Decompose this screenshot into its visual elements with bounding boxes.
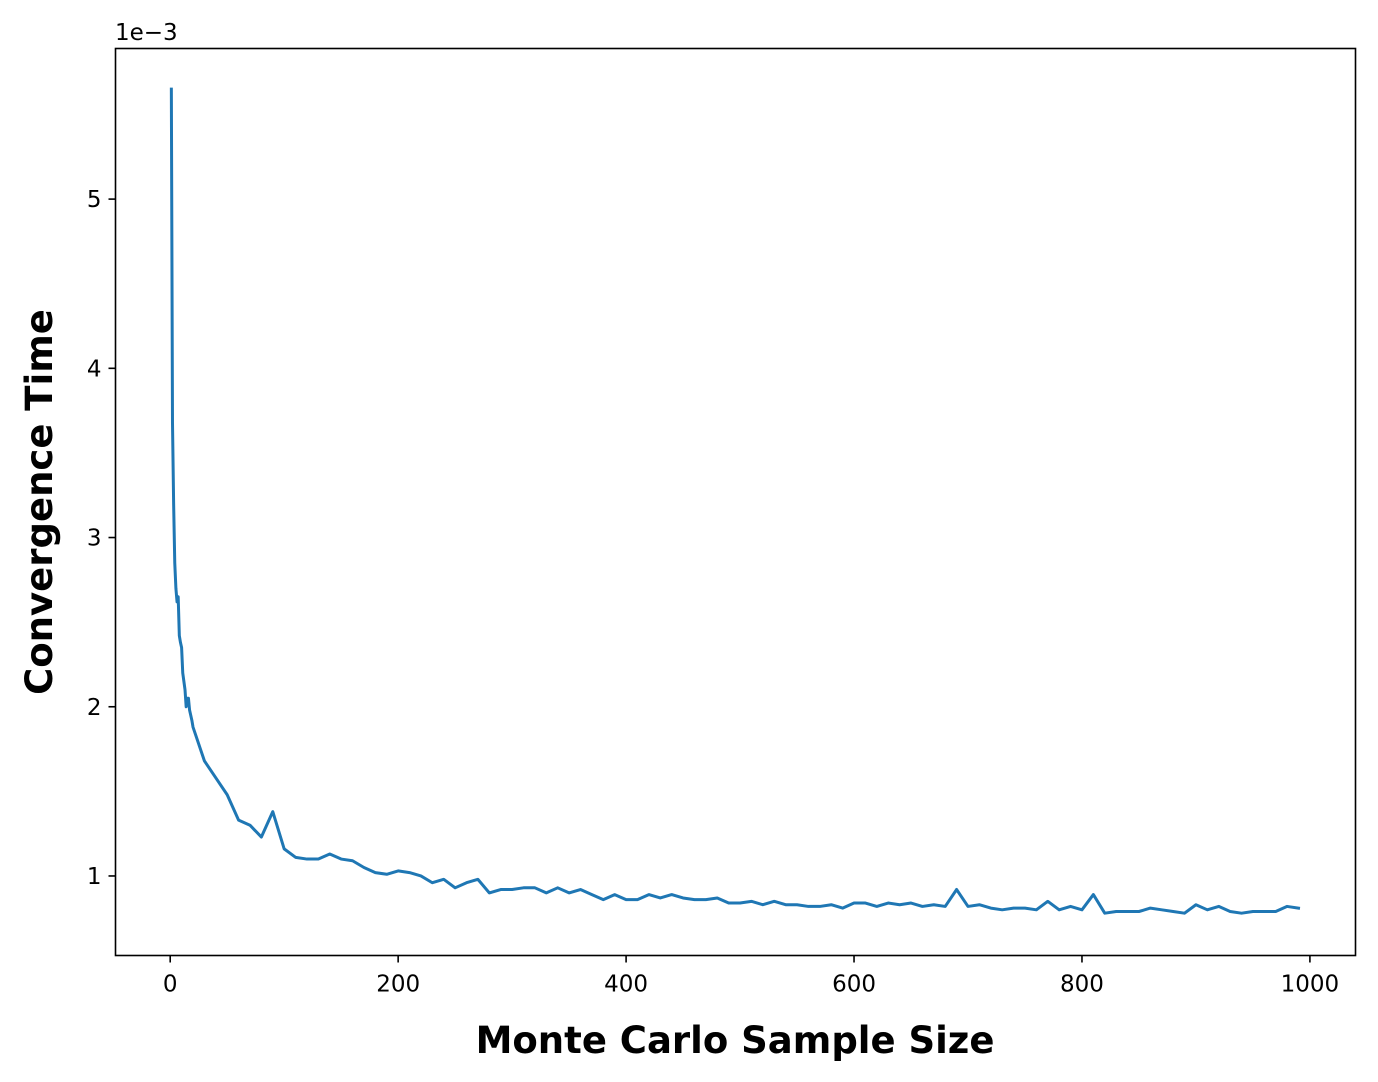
x-tick-label: 600: [832, 972, 876, 998]
x-tick-label: 800: [1060, 972, 1104, 998]
y-tick-label: 3: [87, 526, 102, 552]
y-tick-label: 1: [87, 864, 102, 890]
y-tick-label: 5: [87, 187, 102, 213]
y-tick-label: 2: [87, 695, 102, 721]
series-line: [169, 87, 1301, 915]
x-tick-label: 400: [604, 972, 648, 998]
x-tick-label: 0: [163, 972, 178, 998]
series-layer: [169, 87, 1301, 915]
plot-frame: [114, 47, 1357, 957]
y-axis-ticks: 1 2 3 4 5: [87, 187, 116, 890]
y-axis-offset-label: 1e−3: [115, 20, 178, 46]
x-tick-label: 1000: [1281, 972, 1340, 998]
x-axis-label: Monte Carlo Sample Size: [476, 1019, 995, 1062]
y-tick-label: 4: [87, 356, 102, 382]
x-tick-label: 200: [376, 972, 420, 998]
y-axis-label: Convergence Time: [18, 309, 61, 695]
x-axis-ticks: 0 200 400 600 800 1000: [163, 955, 1340, 998]
